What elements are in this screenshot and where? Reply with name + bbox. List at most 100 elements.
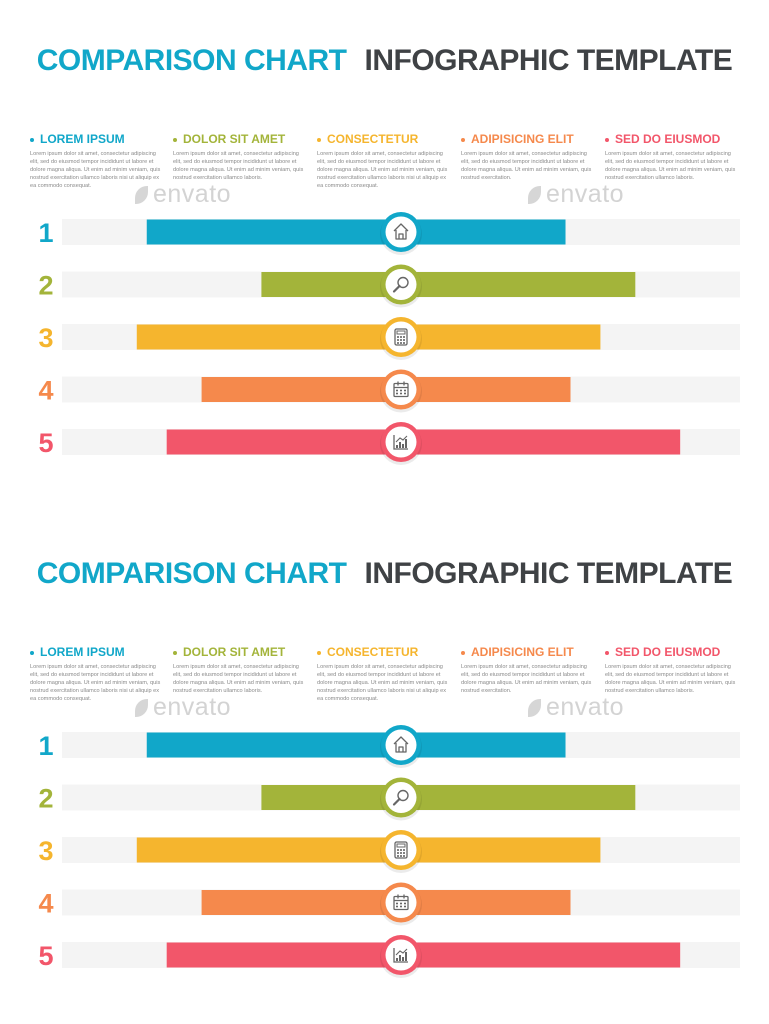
legend-item-5: SED DO EIUSMOD Lorem ipsum dolor sit ame…	[605, 132, 741, 182]
row-label-3: 3	[38, 323, 53, 353]
bullet-icon	[317, 137, 321, 142]
calculator-icon	[394, 841, 408, 859]
legend-label: LOREM IPSUM	[40, 132, 125, 146]
bullet-icon	[605, 650, 609, 655]
bullet-icon	[30, 650, 34, 655]
badge-face	[385, 374, 417, 405]
bar-2	[261, 785, 636, 810]
legend-heading: SED DO EIUSMOD	[605, 132, 741, 146]
watermark-text: envato	[546, 693, 625, 721]
badge-face	[385, 216, 417, 248]
legend-heading: LOREM IPSUM	[30, 645, 166, 659]
legend-label: CONSECTETUR	[327, 645, 419, 659]
magnifier-icon	[392, 276, 409, 293]
row-label-3: 3	[38, 836, 53, 866]
infographic-panel-2: COMPARISON CHART INFOGRAPHIC TEMPLATE LOR…	[0, 543, 769, 1013]
icon-badge-2	[380, 264, 422, 308]
bar-3	[136, 837, 601, 863]
icon-badge-5	[380, 422, 422, 465]
icon-badge-3	[380, 317, 422, 360]
legend-description: Lorem ipsum dolor sit amet, consectetur …	[30, 664, 161, 702]
icon-badge-5	[380, 935, 422, 978]
icon-badge-4	[380, 882, 422, 926]
bar-2	[261, 272, 636, 297]
legend-item-5: SED DO EIUSMOD Lorem ipsum dolor sit ame…	[605, 645, 741, 695]
legend-item-4: ADIPISICING ELIT Lorem ipsum dolor sit a…	[461, 645, 597, 695]
watermark-text: envato	[153, 180, 232, 208]
bar-1	[146, 219, 566, 245]
row-label-1: 1	[38, 731, 53, 761]
watermark-text: envato	[153, 693, 232, 721]
bullet-icon	[461, 650, 465, 655]
badge-face	[385, 782, 417, 813]
watermark-left: envato	[135, 693, 231, 722]
bar-5	[166, 429, 681, 455]
bullet-icon	[30, 137, 34, 142]
legend-label: CONSECTETUR	[327, 132, 419, 146]
row-label-2: 2	[38, 271, 53, 301]
legend-item-2: DOLOR SIT AMET Lorem ipsum dolor sit ame…	[173, 645, 309, 695]
infographic-panel-1: COMPARISON CHART INFOGRAPHIC TEMPLATE LOR…	[0, 30, 769, 500]
envato-leaf-icon	[528, 699, 541, 717]
watermark-right: envato	[528, 180, 624, 209]
envato-leaf-icon	[528, 186, 541, 204]
bullet-icon	[173, 650, 177, 655]
legend-description: Lorem ipsum dolor sit amet, consectetur …	[30, 151, 161, 189]
comparison-chart: 1 2 3 4 5	[38, 725, 740, 978]
calendar-icon	[393, 894, 409, 911]
bullet-icon	[173, 137, 177, 142]
legend-description: Lorem ipsum dolor sit amet, consectetur …	[317, 151, 448, 189]
icon-badge-3	[380, 830, 422, 873]
legend-item-3: CONSECTETUR Lorem ipsum dolor sit amet, …	[317, 132, 453, 190]
legend-item-3: CONSECTETUR Lorem ipsum dolor sit amet, …	[317, 645, 453, 703]
row-label-5: 5	[38, 941, 53, 971]
bar-3	[136, 324, 601, 350]
legend-item-2: DOLOR SIT AMET Lorem ipsum dolor sit ame…	[173, 132, 309, 182]
legend-label: DOLOR SIT AMET	[183, 645, 286, 659]
icon-badge-1	[380, 212, 422, 255]
house-icon	[393, 736, 409, 753]
legend-label: SED DO EIUSMOD	[615, 132, 721, 146]
legend-label: ADIPISICING ELIT	[471, 132, 574, 146]
row-label-2: 2	[38, 784, 53, 814]
row-label-4: 4	[38, 889, 53, 919]
chart-icon	[393, 948, 408, 963]
legend-heading: SED DO EIUSMOD	[605, 645, 741, 659]
page-title: COMPARISON CHART INFOGRAPHIC TEMPLATE	[0, 557, 769, 591]
envato-leaf-icon	[135, 699, 148, 717]
page-title: COMPARISON CHART INFOGRAPHIC TEMPLATE	[0, 44, 769, 78]
badge-face	[385, 887, 417, 918]
legend-label: ADIPISICING ELIT	[471, 645, 574, 659]
legend-description: Lorem ipsum dolor sit amet, consectetur …	[605, 151, 736, 181]
legend-item-4: ADIPISICING ELIT Lorem ipsum dolor sit a…	[461, 132, 597, 182]
badge-face	[385, 729, 417, 761]
calculator-icon	[394, 328, 408, 346]
legend: LOREM IPSUM Lorem ipsum dolor sit amet, …	[30, 132, 750, 202]
legend-item-1: LOREM IPSUM Lorem ipsum dolor sit amet, …	[30, 645, 166, 703]
bullet-icon	[605, 137, 609, 142]
chart-icon	[393, 435, 408, 450]
row-label-4: 4	[38, 376, 53, 406]
legend-description: Lorem ipsum dolor sit amet, consectetur …	[461, 664, 592, 694]
comparison-chart: 1 2 3 4 5	[38, 212, 740, 465]
legend-heading: DOLOR SIT AMET	[173, 132, 309, 146]
legend-heading: CONSECTETUR	[317, 132, 453, 146]
row-label-5: 5	[38, 428, 53, 458]
row-label-1: 1	[38, 218, 53, 248]
envato-leaf-icon	[135, 186, 148, 204]
bullet-icon	[461, 137, 465, 142]
legend-label: LOREM IPSUM	[40, 645, 125, 659]
title-part-1: COMPARISON CHART	[36, 44, 347, 77]
legend-description: Lorem ipsum dolor sit amet, consectetur …	[461, 151, 592, 181]
legend-label: SED DO EIUSMOD	[615, 645, 721, 659]
calendar-icon	[393, 381, 409, 398]
magnifier-icon	[392, 789, 409, 806]
house-icon	[393, 223, 409, 240]
legend-heading: CONSECTETUR	[317, 645, 453, 659]
legend-description: Lorem ipsum dolor sit amet, consectetur …	[605, 664, 736, 694]
legend-heading: DOLOR SIT AMET	[173, 645, 309, 659]
bullet-icon	[317, 650, 321, 655]
icon-badge-4	[380, 369, 422, 413]
title-part-2: INFOGRAPHIC TEMPLATE	[364, 44, 733, 77]
watermark-left: envato	[135, 180, 231, 209]
